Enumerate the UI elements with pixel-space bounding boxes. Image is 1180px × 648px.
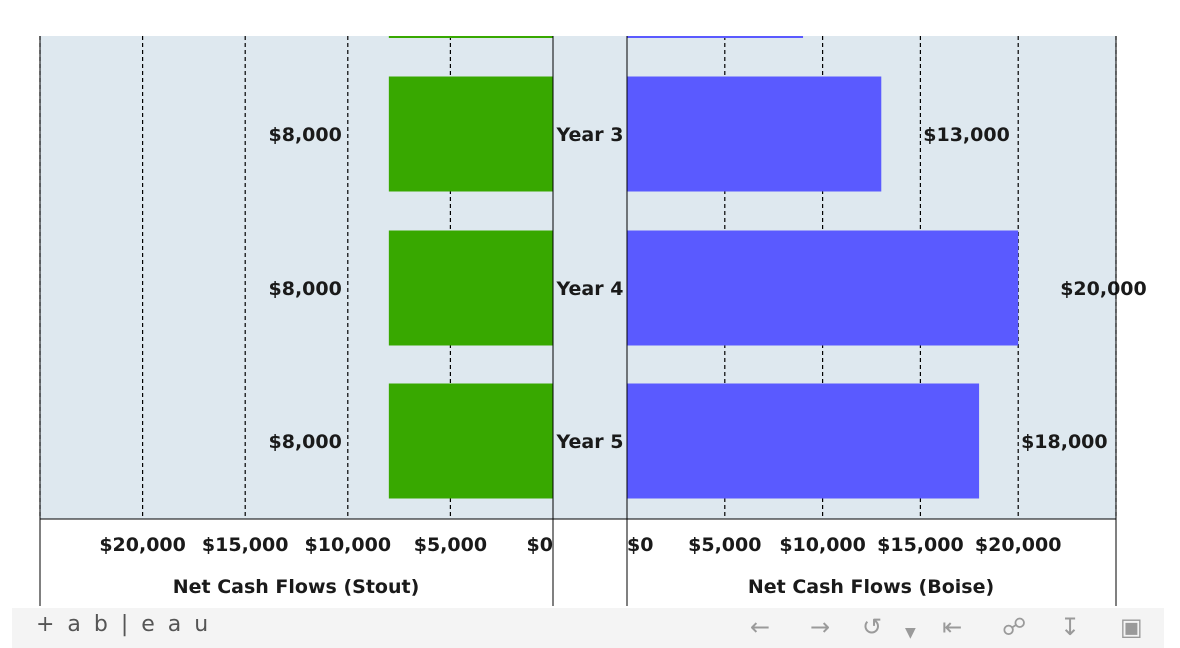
tick-label-stout: $10,000: [305, 534, 392, 556]
boise-value-labels: $13,000 $20,000 $18,000: [923, 124, 1146, 453]
chart: $8,000 $8,000 $8,000 $13,000 $20,000 $18,000…: [39, 36, 1147, 606]
fullscreen-icon[interactable]: ▣: [1120, 613, 1143, 641]
tick-label-stout: $0: [527, 534, 553, 556]
panel-borders: [39, 36, 1117, 606]
tick-label-boise: $20,000: [975, 534, 1062, 556]
category-label: Year 3: [556, 124, 624, 146]
redo-icon[interactable]: →: [810, 613, 831, 641]
data-label-boise: $18,000: [1021, 431, 1108, 453]
data-label-boise: $20,000: [1060, 278, 1147, 300]
stout-axis-title: Net Cash Flows (Stout): [173, 576, 420, 598]
tick-label-boise: $10,000: [779, 534, 866, 556]
bar-partial-boise: [627, 36, 804, 38]
bar-stout: [388, 230, 553, 346]
data-label-boise: $13,000: [923, 124, 1010, 146]
download-icon[interactable]: ↧: [1060, 613, 1081, 641]
toolbar: + a b | e a u ← → ↺ ▼ ⇤ ☍ ↧ ▣: [12, 608, 1164, 648]
tick-label-stout: $20,000: [99, 534, 186, 556]
category-label: Year 4: [556, 278, 624, 300]
tick-label-boise: $5,000: [688, 534, 761, 556]
bar-boise: [627, 230, 1019, 346]
bar-boise: [627, 76, 882, 192]
tableau-logo: + a b | e a u: [36, 612, 212, 637]
boise-bars: [627, 36, 1019, 499]
undo-icon[interactable]: ←: [750, 613, 771, 641]
stout-value-labels: $8,000 $8,000 $8,000: [269, 124, 342, 453]
tick-label-boise: $15,000: [877, 534, 964, 556]
tick-label-stout: $15,000: [202, 534, 289, 556]
middle-plot-background: [553, 36, 627, 519]
data-label-stout: $8,000: [269, 431, 342, 453]
data-label-stout: $8,000: [269, 124, 342, 146]
stout-bars: [388, 36, 553, 499]
boise-axis-title: Net Cash Flows (Boise): [748, 576, 994, 598]
share-icon[interactable]: ☍: [1002, 613, 1027, 641]
stout-axis-ticks: $0 $5,000 $10,000 $15,000 $20,000: [99, 534, 553, 556]
boise-axis-ticks: $0 $5,000 $10,000 $15,000 $20,000: [627, 534, 1061, 556]
category-labels: Year 3 Year 4 Year 5: [556, 124, 624, 453]
dropdown-icon[interactable]: ▼: [905, 625, 916, 641]
tick-label-boise: $0: [627, 534, 653, 556]
category-label: Year 5: [556, 431, 624, 453]
bar-boise: [627, 383, 980, 499]
reset-icon[interactable]: ⇤: [942, 613, 963, 641]
bar-stout: [388, 76, 553, 192]
tick-label-stout: $5,000: [414, 534, 487, 556]
revert-icon[interactable]: ↺: [862, 613, 883, 641]
data-label-stout: $8,000: [269, 278, 342, 300]
bar-partial-stout: [388, 36, 553, 38]
bar-stout: [388, 383, 553, 499]
